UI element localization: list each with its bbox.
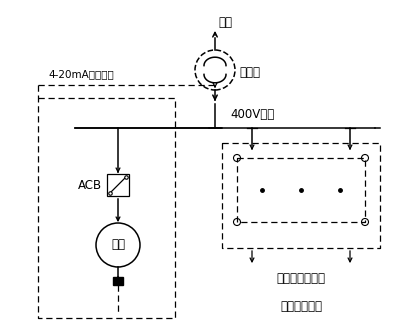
Text: 招标方用电负荷: 招标方用电负荷 [276,272,326,285]
Text: 变压器: 变压器 [239,65,260,78]
Text: 虚线：招标方: 虚线：招标方 [280,299,322,312]
Bar [107,174,129,196]
Text: 4-20mA功率信号: 4-20mA功率信号 [48,69,114,79]
Text: 市电: 市电 [218,16,232,29]
Text: ACB: ACB [78,179,102,192]
Bar [113,277,123,285]
Text: 400V导排: 400V导排 [230,108,274,121]
Text: 机组: 机组 [111,238,125,252]
